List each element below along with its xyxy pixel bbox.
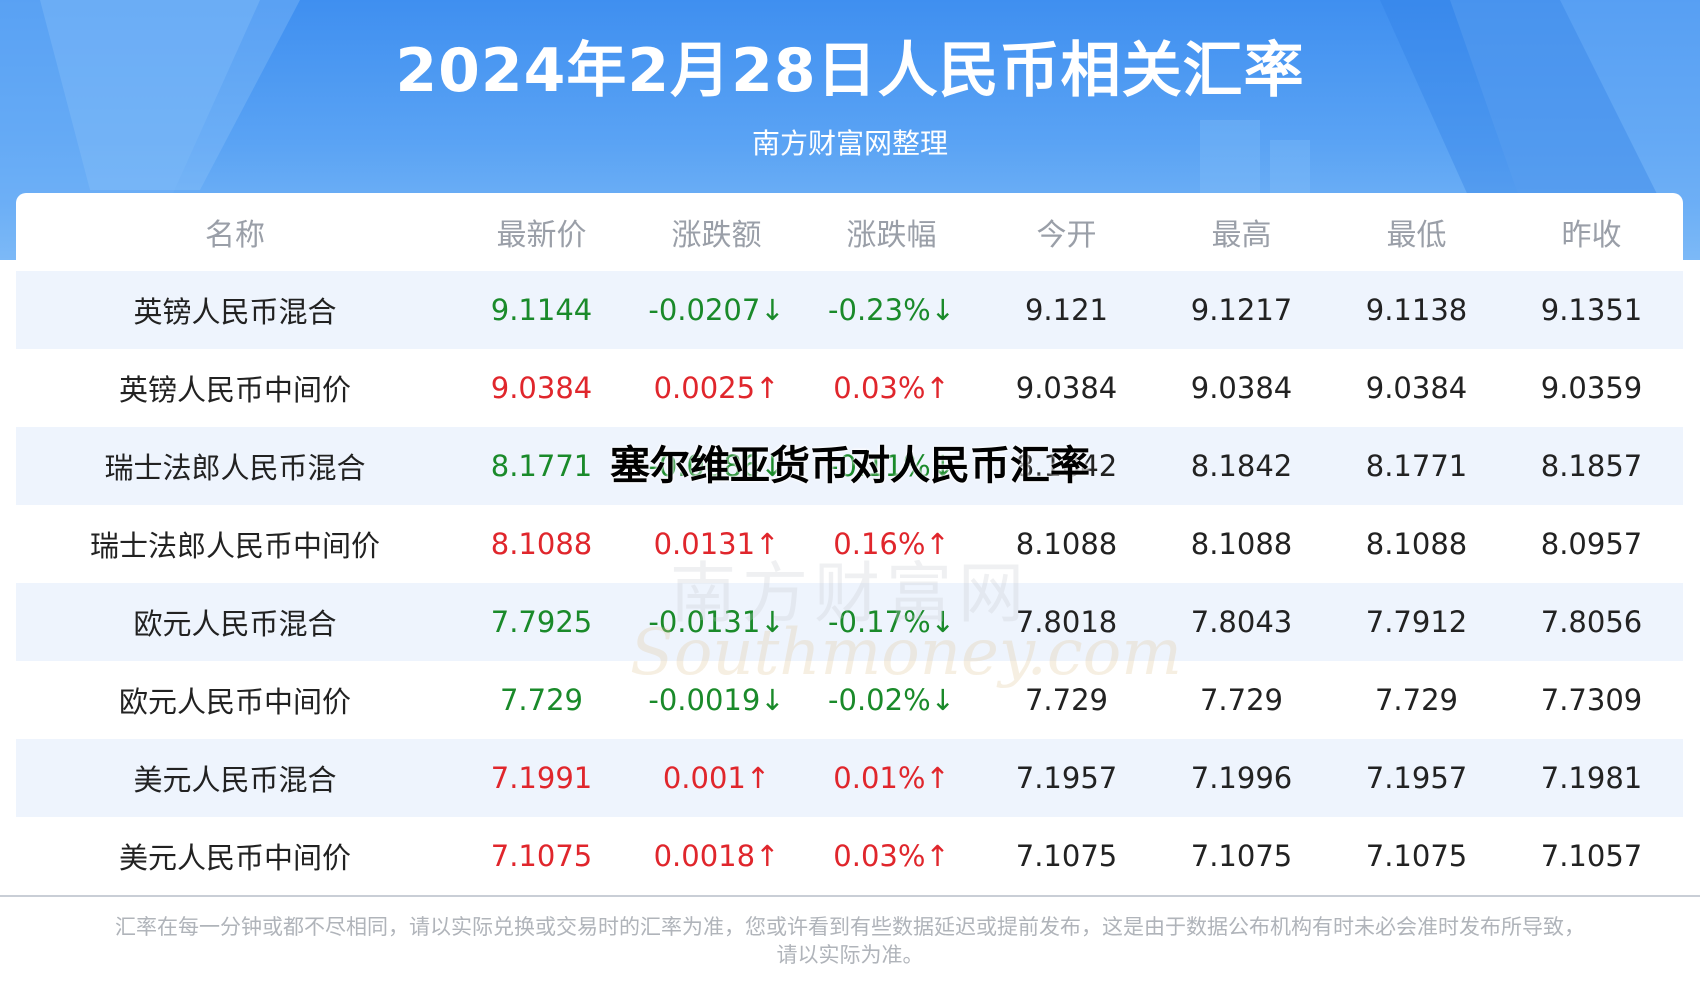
row-open: 9.121 bbox=[1024, 293, 1109, 327]
header-decoration bbox=[0, 0, 1700, 200]
row-latest: 9.0384 bbox=[490, 371, 593, 405]
column-header-prev: 昨收 bbox=[1561, 218, 1622, 253]
row-pct: 0.03%↑ bbox=[833, 371, 950, 405]
row-pct: -0.02%↓ bbox=[828, 683, 955, 717]
row-pct: 0.16%↑ bbox=[833, 527, 950, 561]
row-low: 7.7912 bbox=[1365, 605, 1468, 639]
row-high: 8.1842 bbox=[1190, 449, 1293, 483]
row-name: 欧元人民币中间价 bbox=[118, 685, 351, 719]
row-low: 7.1075 bbox=[1365, 839, 1468, 873]
row-low: 9.0384 bbox=[1365, 371, 1468, 405]
row-low: 9.1138 bbox=[1365, 293, 1468, 327]
footnote: 汇率在每一分钟或都不尽相同，请以实际兑换或交易时的汇率为准，您或许看到有些数据延… bbox=[70, 913, 1630, 969]
footnote-line-1: 汇率在每一分钟或都不尽相同，请以实际兑换或交易时的汇率为准，您或许看到有些数据延… bbox=[115, 915, 1585, 939]
row-latest: 9.1144 bbox=[490, 293, 593, 327]
row-latest: 8.1771 bbox=[490, 449, 593, 483]
table-row: 欧元人民币混合 7.7925 -0.0131↓ -0.17%↓ 7.8018 7.8043… bbox=[16, 583, 1683, 661]
row-open: 7.8018 bbox=[1015, 605, 1118, 639]
row-name: 瑞士法郎人民币中间价 bbox=[89, 529, 380, 563]
row-latest: 8.1088 bbox=[490, 527, 593, 561]
row-open: 7.729 bbox=[1024, 683, 1109, 717]
row-latest: 7.1075 bbox=[490, 839, 593, 873]
table-row: 英镑人民币混合 9.1144 -0.0207↓ -0.23%↓ 9.121 9.1217 9… bbox=[16, 271, 1683, 349]
table-header: 名称 最新价 涨跌额 涨跌幅 今开 最高 最低 昨收 bbox=[16, 193, 1683, 271]
row-prev: 8.1857 bbox=[1540, 449, 1643, 483]
row-change: -0.0086↓ bbox=[648, 449, 785, 483]
row-change: -0.0019↓ bbox=[648, 683, 785, 717]
row-change: 0.001↑ bbox=[662, 761, 771, 795]
table-row: 英镑人民币中间价 9.0384 0.0025↑ 0.03%↑ 9.0384 9.0384 9… bbox=[16, 349, 1683, 427]
row-name: 欧元人民币混合 bbox=[133, 607, 337, 641]
row-name: 美元人民币中间价 bbox=[118, 841, 351, 875]
row-pct: -0.17%↓ bbox=[828, 605, 955, 639]
table-row: 欧元人民币中间价 7.729 -0.0019↓ -0.02%↓ 7.729 7.729 7.… bbox=[16, 661, 1683, 739]
row-high: 7.1996 bbox=[1190, 761, 1293, 795]
row-change: 0.0018↑ bbox=[653, 839, 780, 873]
row-high: 9.0384 bbox=[1190, 371, 1293, 405]
row-name: 瑞士法郎人民币混合 bbox=[104, 451, 366, 485]
row-open: 7.1075 bbox=[1015, 839, 1118, 873]
column-header-high: 最高 bbox=[1211, 218, 1272, 253]
row-name: 英镑人民币混合 bbox=[133, 295, 337, 329]
row-pct: 0.03%↑ bbox=[833, 839, 950, 873]
row-change: -0.0207↓ bbox=[648, 293, 785, 327]
row-high: 7.729 bbox=[1199, 683, 1284, 717]
row-change: 0.0025↑ bbox=[653, 371, 780, 405]
row-change: 0.0131↑ bbox=[653, 527, 780, 561]
footnote-line-2: 请以实际为准。 bbox=[776, 943, 924, 967]
table-row: 美元人民币混合 7.1991 0.001↑ 0.01%↑ 7.1957 7.1996 7.1… bbox=[16, 739, 1683, 817]
overlay-caption: 塞尔维亚货币对人民币汇率 bbox=[610, 443, 1090, 489]
row-prev: 9.0359 bbox=[1540, 371, 1643, 405]
row-prev: 7.1981 bbox=[1540, 761, 1643, 795]
row-latest: 7.7925 bbox=[490, 605, 593, 639]
row-open: 7.1957 bbox=[1015, 761, 1118, 795]
row-open: 8.1842 bbox=[1015, 449, 1118, 483]
footer-divider bbox=[0, 895, 1700, 897]
row-pct: 0.01%↑ bbox=[833, 761, 950, 795]
row-latest: 7.729 bbox=[499, 683, 584, 717]
column-header-low: 最低 bbox=[1386, 218, 1447, 253]
table-row: 瑞士法郎人民币混合 8.1771 -0.0086↓ -0.11%↓ 8.1842 8.18… bbox=[16, 427, 1683, 505]
table-row: 瑞士法郎人民币中间价 8.1088 0.0131↑ 0.16%↑ 8.1088 8.108… bbox=[16, 505, 1683, 583]
row-high: 7.8043 bbox=[1190, 605, 1293, 639]
row-pct: -0.11%↓ bbox=[828, 449, 955, 483]
row-prev: 9.1351 bbox=[1540, 293, 1643, 327]
column-header-open: 今开 bbox=[1036, 218, 1097, 253]
row-prev: 7.7309 bbox=[1540, 683, 1643, 717]
row-high: 8.1088 bbox=[1190, 527, 1293, 561]
row-prev: 7.8056 bbox=[1540, 605, 1643, 639]
column-header-change: 涨跌额 bbox=[671, 218, 762, 253]
row-high: 9.1217 bbox=[1190, 293, 1293, 327]
row-pct: -0.23%↓ bbox=[828, 293, 955, 327]
page-title: 2024年2月28日人民币相关汇率 bbox=[395, 36, 1305, 106]
column-header-name: 名称 bbox=[205, 218, 265, 253]
row-prev: 7.1057 bbox=[1540, 839, 1643, 873]
row-low: 7.1957 bbox=[1365, 761, 1468, 795]
rate-table: 名称 最新价 涨跌额 涨跌幅 今开 最高 最低 昨收 英镑人民币混合 9.1144… bbox=[16, 193, 1683, 895]
row-prev: 8.0957 bbox=[1540, 527, 1643, 561]
column-header-pct: 涨跌幅 bbox=[846, 218, 937, 253]
row-name: 美元人民币混合 bbox=[133, 763, 337, 797]
row-open: 9.0384 bbox=[1015, 371, 1118, 405]
row-latest: 7.1991 bbox=[490, 761, 593, 795]
column-header-latest: 最新价 bbox=[496, 218, 587, 253]
row-name: 英镑人民币中间价 bbox=[118, 373, 351, 407]
row-change: -0.0131↓ bbox=[648, 605, 785, 639]
table-row: 美元人民币中间价 7.1075 0.0018↑ 0.03%↑ 7.1075 7.1075 7… bbox=[16, 817, 1683, 895]
row-open: 8.1088 bbox=[1015, 527, 1118, 561]
row-low: 8.1088 bbox=[1365, 527, 1468, 561]
row-low: 8.1771 bbox=[1365, 449, 1468, 483]
row-high: 7.1075 bbox=[1190, 839, 1293, 873]
page-subtitle: 南方财富网整理 bbox=[751, 127, 948, 160]
row-low: 7.729 bbox=[1374, 683, 1459, 717]
